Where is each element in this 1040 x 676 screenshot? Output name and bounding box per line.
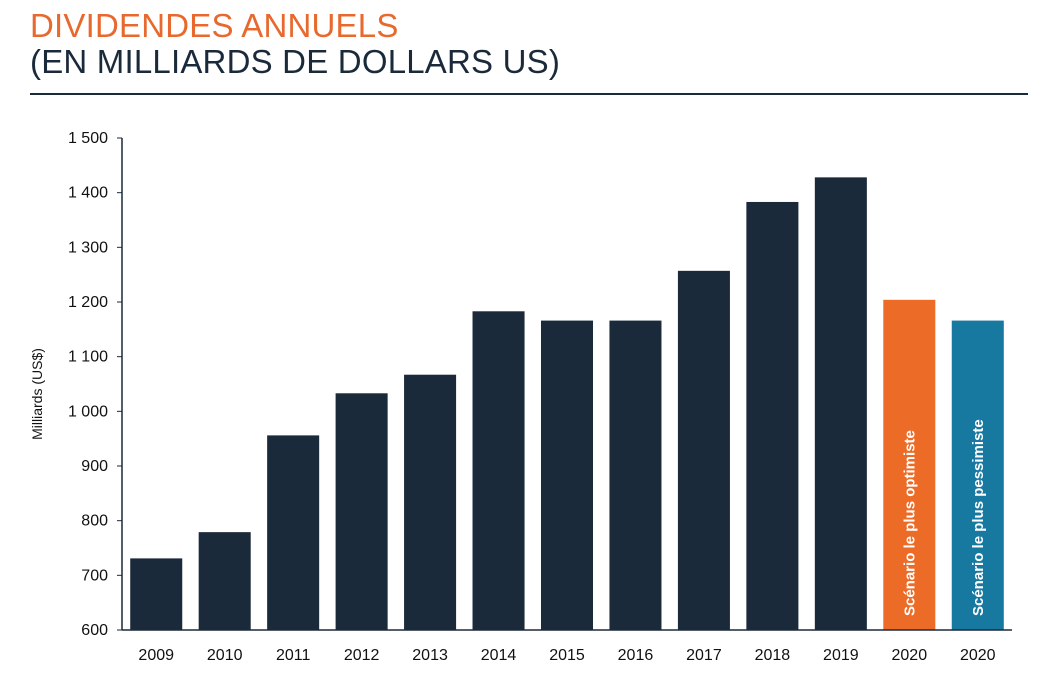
- chart-title: DIVIDENDES ANNUELS: [30, 7, 399, 44]
- bar-2010: [198, 532, 251, 630]
- bar-2020-pessimistic: [951, 320, 1004, 630]
- x-axis: 2009 2010 2011 2012 2013 2014 2015 2016 2017 2018…: [122, 629, 1012, 664]
- bars: Scénario le plus optimiste Scénario le pl…: [130, 177, 1004, 631]
- bar-2020-optimistic: [883, 299, 936, 630]
- y-tick-label: 800: [81, 513, 108, 530]
- y-tick-label: 1 200: [68, 294, 108, 311]
- x-tick-label: 2015: [549, 647, 585, 664]
- bar-2012: [335, 393, 388, 630]
- x-tick-label: 2020: [960, 647, 996, 664]
- bar-label-pessimistic: Scénario le plus pessimiste: [970, 419, 987, 616]
- x-tick-label: 2014: [481, 647, 517, 664]
- x-tick-label: 2017: [686, 647, 722, 664]
- x-tick-label: 2013: [412, 647, 448, 664]
- y-axis-label: Milliards (US$): [29, 348, 45, 440]
- x-tick-label: 2016: [618, 647, 654, 664]
- x-tick-label: 2018: [755, 647, 791, 664]
- title-block: DIVIDENDES ANNUELS (EN MILLIARDS DE DOLL…: [30, 8, 560, 80]
- x-tick-label: 2019: [823, 647, 859, 664]
- y-tick-label: 1 000: [68, 403, 108, 420]
- bar-2011: [267, 435, 320, 630]
- y-axis: 600 700 800 900 1 000 1 100 1 200 1 300 1 400 1 5…: [68, 130, 123, 639]
- chart-subtitle: (EN MILLIARDS DE DOLLARS US): [30, 43, 561, 80]
- bar-2016: [609, 320, 662, 630]
- y-tick-label: 1 500: [68, 130, 108, 147]
- bar-2017: [677, 270, 730, 630]
- y-tick-label: 900: [81, 458, 108, 475]
- y-tick-label: 600: [81, 622, 108, 639]
- title-divider: [30, 93, 1028, 95]
- y-tick-label: 1 100: [68, 349, 108, 366]
- x-tick-label: 2010: [207, 647, 243, 664]
- bar-2019: [814, 177, 867, 631]
- x-tick-label: 2020: [892, 647, 928, 664]
- x-tick-label: 2009: [138, 647, 174, 664]
- y-tick-label: 700: [81, 567, 108, 584]
- bar-2015: [540, 320, 594, 630]
- x-tick-label: 2011: [276, 647, 311, 664]
- y-tick-label: 1 300: [68, 239, 108, 256]
- bar-2014: [472, 311, 525, 630]
- bar-label-optimistic: Scénario le plus optimiste: [901, 430, 918, 616]
- bar-2009: [130, 558, 183, 630]
- y-tick-label: 1 400: [68, 185, 108, 202]
- x-tick-label: 2012: [344, 647, 380, 664]
- bar-2018: [746, 201, 799, 630]
- bar-2013: [404, 374, 457, 630]
